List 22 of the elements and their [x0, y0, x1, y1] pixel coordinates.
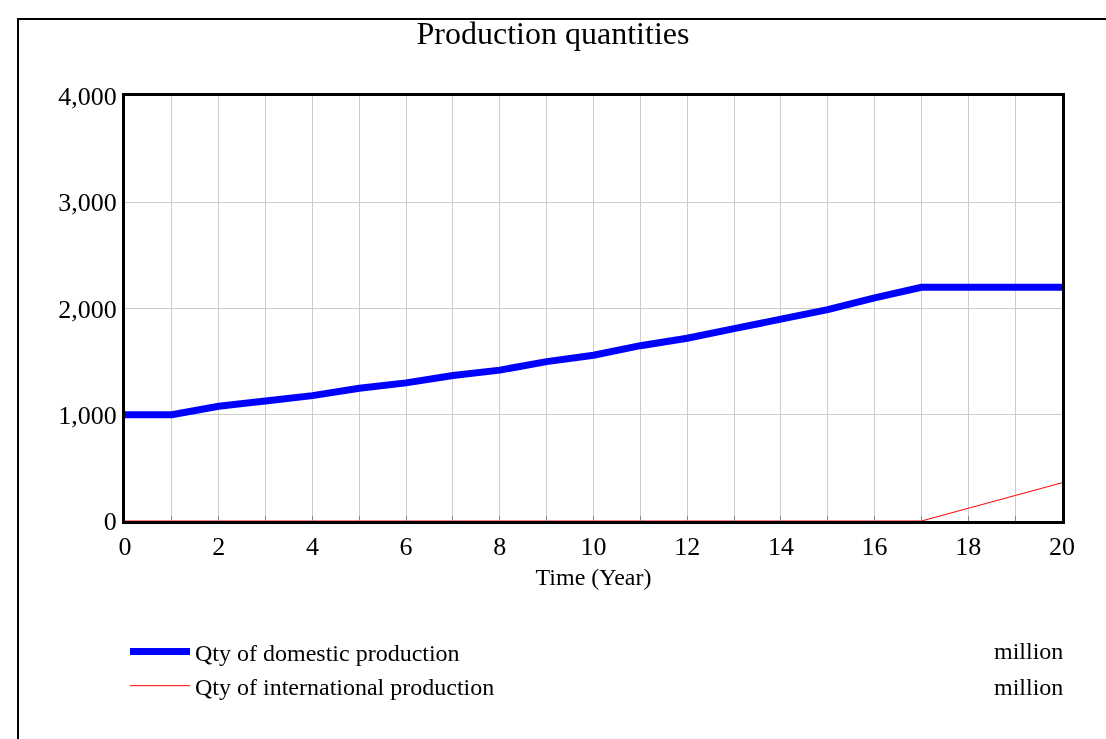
x-tick-label: 8 [493, 532, 507, 562]
x-tick-label: 20 [1049, 532, 1075, 562]
text: million [994, 638, 1064, 664]
legend-label: Qty of domestic production [195, 639, 460, 666]
x-tick-label: 12 [674, 532, 701, 562]
x-tick-label: 6 [399, 532, 413, 562]
x-tick-label: 4 [305, 532, 319, 562]
chart-title: Production quantities [416, 15, 690, 52]
y-tick-label: 4,000 [58, 82, 117, 112]
x-axis-title: Time (Year) [535, 563, 652, 590]
y-tick-label: 3,000 [58, 188, 117, 218]
x-tick-label: 16 [861, 532, 888, 562]
x-tick-label: 18 [955, 532, 982, 562]
x-tick-label: 10 [580, 532, 607, 562]
y-tick-label: 2,000 [58, 294, 117, 324]
y-tick-label: 0 [103, 507, 117, 537]
x-tick-label: 14 [767, 532, 794, 562]
x-tick-label: 2 [212, 532, 226, 562]
text: million [994, 674, 1064, 700]
line-series [125, 482, 1062, 521]
legend-label: Qty of international production [195, 674, 495, 701]
y-tick-label: 1,000 [58, 400, 117, 430]
